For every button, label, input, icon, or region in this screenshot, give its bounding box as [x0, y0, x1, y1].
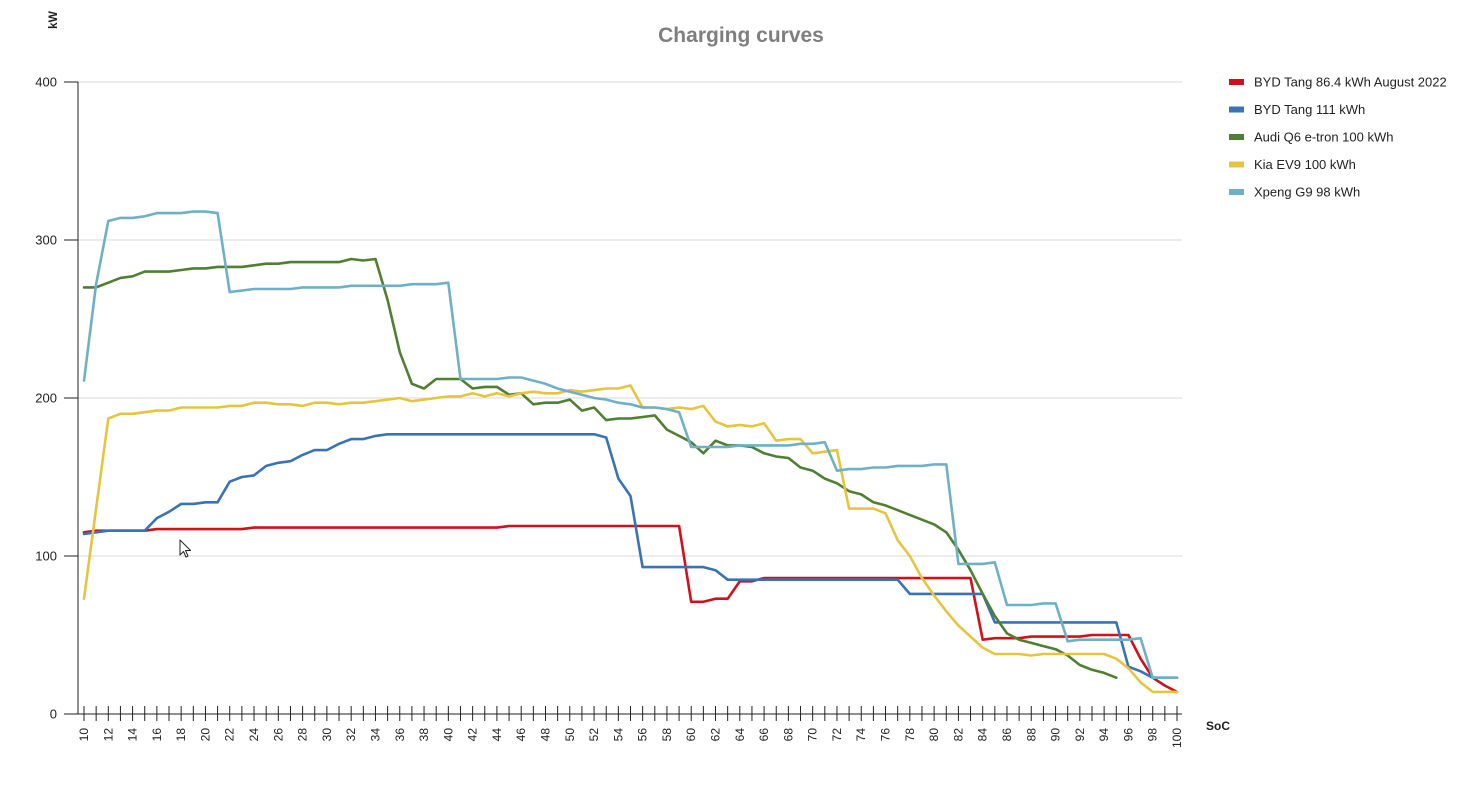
- x-tick-label: 24: [247, 728, 261, 742]
- x-tick-label: 36: [393, 728, 407, 742]
- series-line-1: [82, 524, 1179, 694]
- legend-swatch: [1229, 79, 1244, 85]
- x-tick-label: 14: [126, 728, 140, 742]
- x-tick-label: 66: [757, 728, 771, 742]
- x-tick-label: 58: [660, 728, 674, 742]
- axis-layer: 0 100 200 300 400 10 12 14 16 18 20 22 24 26 28 30 32 34 3…: [35, 75, 1184, 749]
- x-tick-label: 30: [320, 728, 334, 742]
- x-tick-label: 88: [1024, 728, 1038, 742]
- x-tick-label: 100: [1170, 728, 1184, 748]
- y-axis-unit-label: kW: [46, 10, 60, 29]
- x-tick-label: 50: [563, 728, 577, 742]
- legend-swatch: [1229, 161, 1244, 168]
- x-axis-unit-label: SoC: [1206, 719, 1230, 733]
- x-tick-label: 38: [417, 728, 431, 742]
- legend-entry: Xpeng G9 98 kWh: [1254, 185, 1360, 200]
- x-tick-label: 22: [223, 728, 237, 742]
- x-tick-label: 48: [538, 728, 552, 742]
- x-tick-label: 42: [466, 728, 480, 742]
- x-tick-label: 98: [1146, 728, 1160, 742]
- legend: BYD Tang 86.4 kWh August 2022 BYD Tang 11…: [1229, 75, 1447, 200]
- x-tick-label: 26: [271, 728, 285, 742]
- y-tick-label: 100: [35, 549, 57, 564]
- x-tick-label: 76: [879, 728, 893, 742]
- x-tick-label: 78: [903, 728, 917, 742]
- x-tick-label: 40: [441, 728, 455, 742]
- x-tick-label: 52: [587, 728, 601, 742]
- x-tick-label: 92: [1073, 728, 1087, 742]
- x-tick-label: 84: [976, 728, 990, 742]
- x-tick-label: 18: [174, 728, 188, 742]
- x-tick-label: 74: [854, 728, 868, 742]
- x-tick-label: 20: [198, 728, 212, 742]
- x-tick-label: 70: [806, 728, 820, 742]
- x-tick-label: 10: [77, 728, 91, 742]
- legend-swatch: [1229, 189, 1244, 195]
- x-tick-label: 72: [830, 728, 844, 742]
- series-layer: [82, 210, 1179, 694]
- x-tick-label: 46: [514, 728, 528, 742]
- x-tick-label: 32: [344, 728, 358, 742]
- x-tick-label: 28: [296, 728, 310, 742]
- x-tick-label: 44: [490, 728, 504, 742]
- x-tick-label: 94: [1097, 728, 1111, 742]
- legend-entry: BYD Tang 111 kWh: [1254, 102, 1365, 117]
- y-tick-label: 0: [50, 707, 57, 722]
- x-tick-label: 90: [1049, 728, 1063, 742]
- legend-entry: BYD Tang 86.4 kWh August 2022: [1254, 75, 1447, 90]
- legend-swatch: [1229, 106, 1244, 113]
- x-tick-label: 68: [781, 728, 795, 742]
- x-tick-label: 60: [684, 728, 698, 742]
- series-line-2: [82, 433, 1179, 679]
- x-tick-label: 62: [709, 728, 723, 742]
- x-tick-label: 80: [927, 728, 941, 742]
- x-tick-label: 16: [150, 728, 164, 742]
- x-tick-label: 56: [636, 728, 650, 742]
- x-tick-label: 82: [951, 728, 965, 742]
- chart-title: Charging curves: [658, 24, 824, 47]
- x-tick-label: 86: [1000, 728, 1014, 742]
- x-tick-label: 12: [101, 728, 115, 742]
- mouse-pointer-icon: [179, 539, 191, 558]
- series-line-5: [82, 210, 1179, 679]
- y-tick-label: 200: [35, 391, 57, 406]
- x-tick-label: 64: [733, 728, 747, 742]
- legend-entry: Kia EV9 100 kWh: [1254, 157, 1356, 172]
- series-line-4: [82, 384, 1179, 694]
- y-tick-label: 400: [35, 75, 57, 90]
- x-tick-label: 96: [1121, 728, 1135, 742]
- legend-swatch: [1229, 134, 1244, 140]
- series-line-3: [82, 257, 1118, 679]
- grid-layer: [78, 81, 1182, 557]
- x-tick-label: 54: [611, 728, 625, 742]
- legend-entry: Audi Q6 e-tron 100 kWh: [1254, 130, 1393, 145]
- x-tick-label: 34: [368, 728, 382, 742]
- y-tick-label: 300: [35, 233, 57, 248]
